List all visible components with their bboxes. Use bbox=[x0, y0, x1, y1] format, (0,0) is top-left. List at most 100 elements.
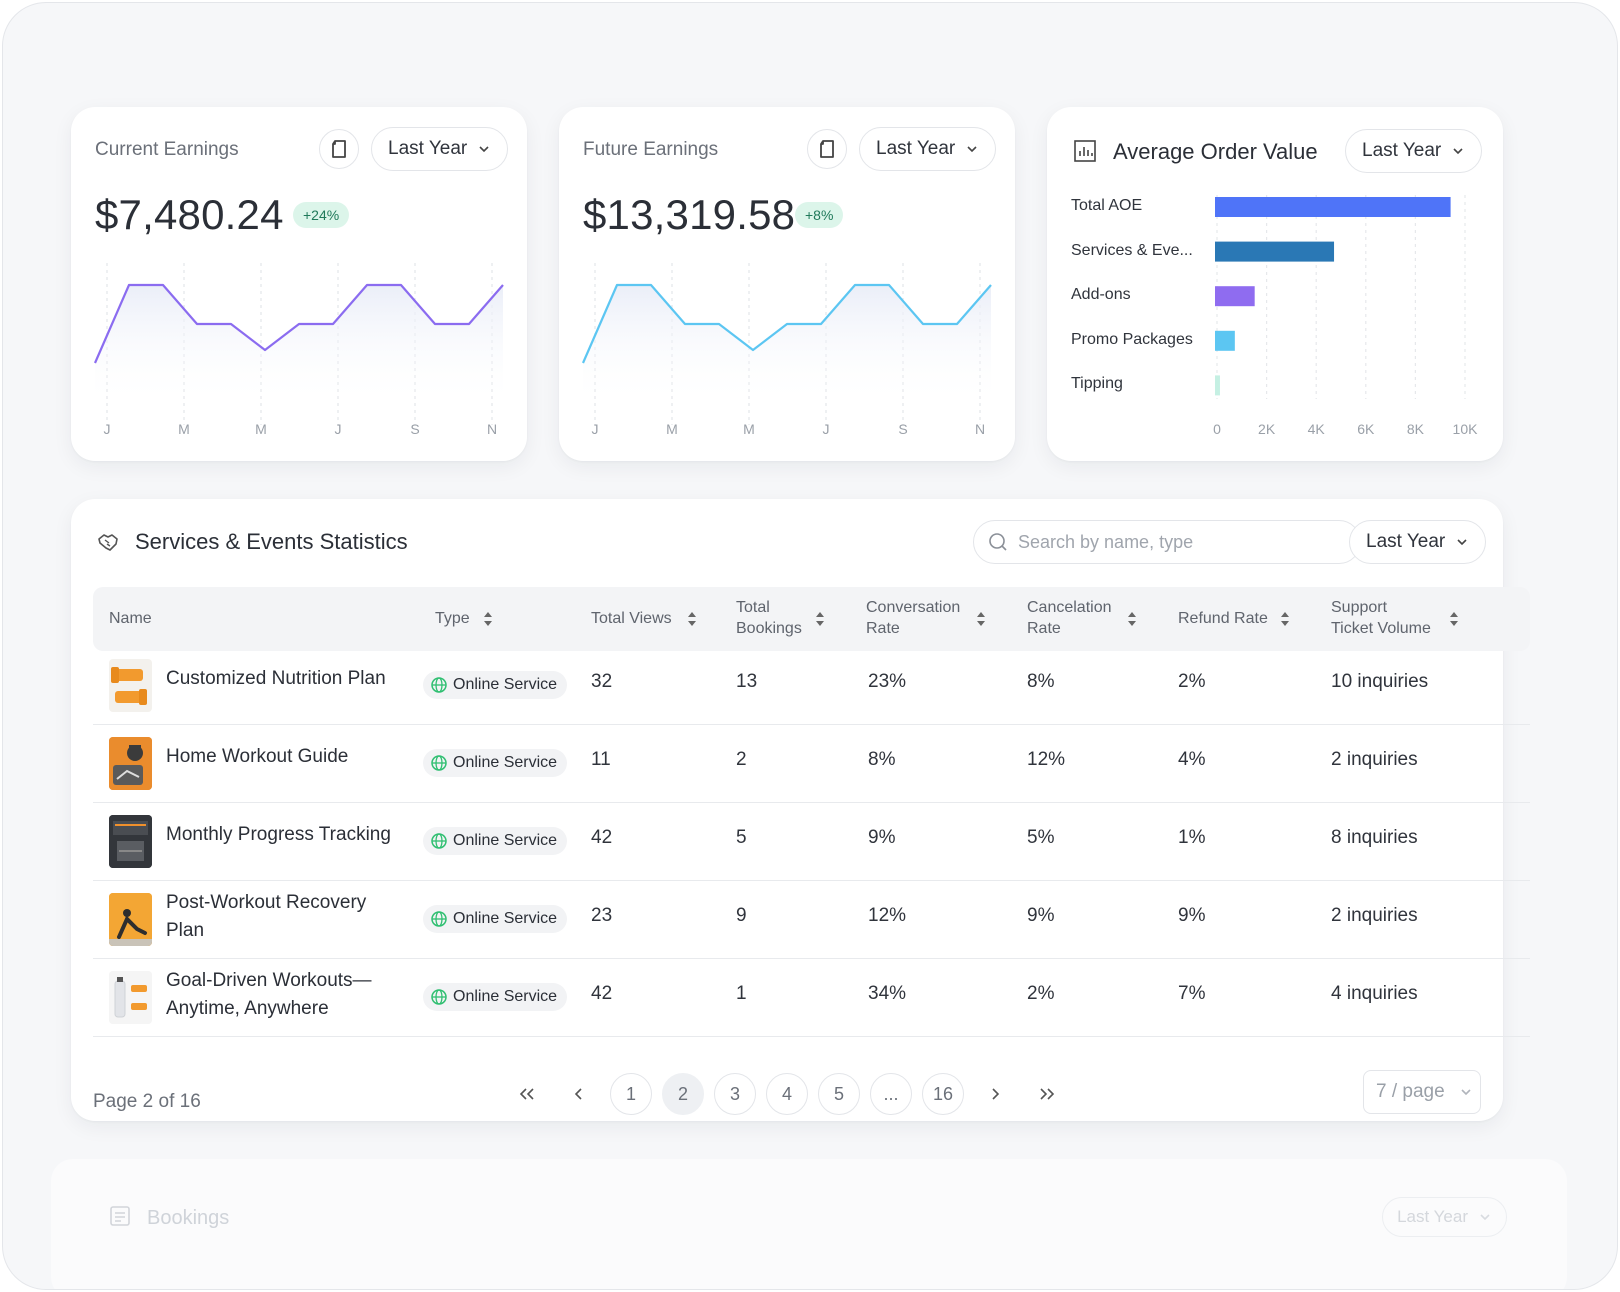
period-select[interactable]: Last Year bbox=[1382, 1197, 1507, 1237]
table-row[interactable]: Post-Workout Recovery Plan Online Servic… bbox=[93, 879, 1530, 959]
double-chevron-left-icon bbox=[519, 1088, 534, 1100]
sort-icon[interactable] bbox=[976, 610, 986, 628]
current-earnings-card: Current Earnings Last Year $7,480.24 +24… bbox=[71, 107, 527, 461]
sort-icon[interactable] bbox=[1449, 610, 1459, 628]
next-page-button[interactable] bbox=[974, 1073, 1016, 1115]
aov-bar-chart: 0 2K 4K 6K 8K 10K bbox=[1213, 195, 1478, 437]
table-row[interactable]: Goal-Driven Workouts— Anytime, Anywhere … bbox=[93, 957, 1530, 1037]
col-total-views-label: Total Views bbox=[591, 610, 672, 627]
delta-badge: +8% bbox=[795, 202, 844, 228]
pagination-info: Page 2 of 16 bbox=[93, 1091, 201, 1112]
total-bookings: 1 bbox=[736, 983, 747, 1004]
chevron-right-icon bbox=[992, 1088, 1000, 1100]
month-tick-label: J bbox=[823, 421, 830, 437]
col-support-ticket-volume[interactable]: Support Ticket Volume bbox=[1331, 597, 1431, 639]
type-badge-label: Online Service bbox=[453, 754, 558, 771]
page-button[interactable]: 3 bbox=[714, 1073, 756, 1115]
period-select-label: Last Year bbox=[1362, 140, 1442, 161]
page-button[interactable]: 1 bbox=[610, 1073, 652, 1115]
col-cancelation-rate[interactable]: Cancelation Rate bbox=[1027, 597, 1112, 639]
per-page-select[interactable]: 7 / page bbox=[1363, 1070, 1481, 1114]
per-page-label: 7 / page bbox=[1376, 1081, 1445, 1102]
month-tick-label: J bbox=[104, 421, 111, 437]
col-name[interactable]: Name bbox=[109, 608, 152, 629]
x-tick-label: 6K bbox=[1357, 421, 1375, 437]
copy-button[interactable] bbox=[319, 129, 359, 169]
aov-category-label: Add-ons bbox=[1071, 286, 1131, 304]
future-earnings-card: Future Earnings Last Year $13,319.58 +8%… bbox=[559, 107, 1015, 461]
gym-thumbnail bbox=[109, 815, 152, 868]
col-conversation-rate-line1: Conversation bbox=[866, 599, 961, 616]
col-conversation-rate[interactable]: Conversation Rate bbox=[866, 597, 960, 639]
search-placeholder: Search by name, type bbox=[1018, 531, 1194, 552]
globe-icon bbox=[431, 911, 447, 927]
period-select[interactable]: Last Year bbox=[1349, 520, 1487, 564]
workouts-thumbnail bbox=[109, 971, 152, 1024]
chevron-down-icon bbox=[479, 146, 489, 153]
first-page-button[interactable] bbox=[506, 1073, 548, 1115]
period-select[interactable]: Last Year bbox=[1345, 129, 1483, 173]
page-button[interactable]: 4 bbox=[766, 1073, 808, 1115]
type-badge-label: Online Service bbox=[453, 910, 558, 927]
last-page-button[interactable] bbox=[1026, 1073, 1068, 1115]
average-order-value-card: Average Order Value Last Year Total AOE S… bbox=[1047, 107, 1503, 461]
bar-chart-icon bbox=[1074, 140, 1096, 162]
bookings-title: Bookings bbox=[147, 1207, 230, 1229]
col-cancelation-rate-line1: Cancelation bbox=[1027, 599, 1112, 616]
search-input[interactable]: Search by name, type bbox=[973, 520, 1361, 564]
support-ticket-volume: 4 inquiries bbox=[1331, 983, 1418, 1004]
col-refund-rate[interactable]: Refund Rate bbox=[1178, 608, 1268, 629]
page-ellipsis-button[interactable]: ... bbox=[870, 1073, 912, 1115]
aov-bar bbox=[1215, 375, 1220, 396]
sort-icon[interactable] bbox=[1280, 610, 1290, 628]
globe-icon bbox=[431, 989, 447, 1005]
aov-title: Average Order Value bbox=[1113, 139, 1318, 164]
copy-icon bbox=[332, 140, 346, 158]
chevron-down-icon bbox=[1480, 1214, 1490, 1221]
support-ticket-volume: 8 inquiries bbox=[1331, 827, 1418, 848]
sort-icon[interactable] bbox=[815, 610, 825, 628]
sort-icon[interactable] bbox=[483, 610, 493, 628]
total-views: 23 bbox=[591, 905, 613, 926]
service-name: Post-Workout Recovery Plan bbox=[166, 889, 366, 945]
copy-icon bbox=[820, 140, 834, 158]
aov-category-label: Services & Eve... bbox=[1071, 241, 1193, 259]
support-ticket-volume: 2 inquiries bbox=[1331, 905, 1418, 926]
col-total-bookings[interactable]: Total Bookings bbox=[736, 597, 802, 639]
table-row[interactable]: Customized Nutrition Plan Online Service… bbox=[93, 645, 1530, 725]
period-select[interactable]: Last Year bbox=[859, 127, 997, 171]
bookings-card: Bookings Last Year bbox=[51, 1159, 1567, 1289]
sort-icon[interactable] bbox=[1127, 610, 1137, 628]
total-bookings: 2 bbox=[736, 749, 747, 770]
table-row[interactable]: Home Workout Guide Online Service 11 2 8… bbox=[93, 723, 1530, 803]
table-row[interactable]: Monthly Progress Tracking Online Service… bbox=[93, 801, 1530, 881]
conversation-rate: 34% bbox=[868, 983, 907, 1004]
period-select[interactable]: Last Year bbox=[371, 127, 509, 171]
table-header: Name Type Total Views Total Bookings Con… bbox=[93, 587, 1530, 651]
col-cancelation-rate-line2: Rate bbox=[1027, 620, 1061, 637]
service-name-line2: Plan bbox=[166, 920, 205, 941]
copy-button[interactable] bbox=[807, 129, 847, 169]
type-badge: Online Service bbox=[423, 671, 568, 699]
refund-rate: 2% bbox=[1178, 671, 1206, 692]
conversation-rate: 9% bbox=[868, 827, 896, 848]
col-total-views[interactable]: Total Views bbox=[591, 608, 672, 629]
type-badge-label: Online Service bbox=[453, 832, 558, 849]
trend-area bbox=[583, 285, 991, 407]
page-button[interactable]: 16 bbox=[922, 1073, 964, 1115]
page-button[interactable]: 5 bbox=[818, 1073, 860, 1115]
month-tick-label: M bbox=[255, 421, 267, 437]
col-refund-rate-label: Refund Rate bbox=[1178, 610, 1268, 627]
page-button-current[interactable]: 2 bbox=[662, 1073, 704, 1115]
service-name-line2: Anytime, Anywhere bbox=[166, 998, 329, 1019]
month-tick-label: M bbox=[178, 421, 190, 437]
conversation-rate: 23% bbox=[868, 671, 907, 692]
col-type[interactable]: Type bbox=[435, 608, 470, 629]
col-support-line1: Support bbox=[1331, 599, 1388, 616]
aov-category-label: Total AOE bbox=[1071, 197, 1143, 214]
cancelation-rate: 5% bbox=[1027, 827, 1055, 848]
service-name-line1: Home Workout Guide bbox=[166, 746, 349, 767]
service-name-line1: Customized Nutrition Plan bbox=[166, 668, 386, 689]
sort-icon[interactable] bbox=[687, 610, 697, 628]
prev-page-button[interactable] bbox=[558, 1073, 600, 1115]
